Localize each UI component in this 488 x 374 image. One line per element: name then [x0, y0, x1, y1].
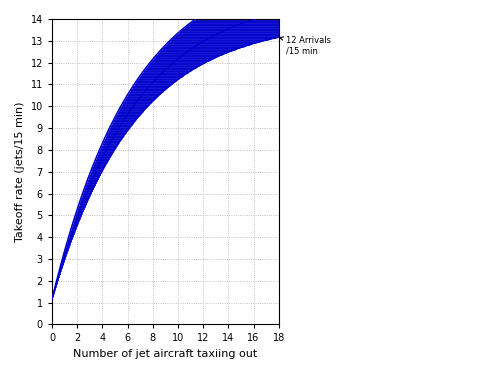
Text: 12 Arrivals
/15 min: 12 Arrivals /15 min: [280, 36, 331, 56]
X-axis label: Number of jet aircraft taxiing out: Number of jet aircraft taxiing out: [73, 349, 258, 359]
Text: 6 Arrivals
/15 min: 6 Arrivals /15 min: [0, 373, 1, 374]
Text: 0 Arrivals
/15 min: 0 Arrivals /15 min: [0, 373, 1, 374]
Y-axis label: Takeoff rate (jets/15 min): Takeoff rate (jets/15 min): [15, 101, 25, 242]
